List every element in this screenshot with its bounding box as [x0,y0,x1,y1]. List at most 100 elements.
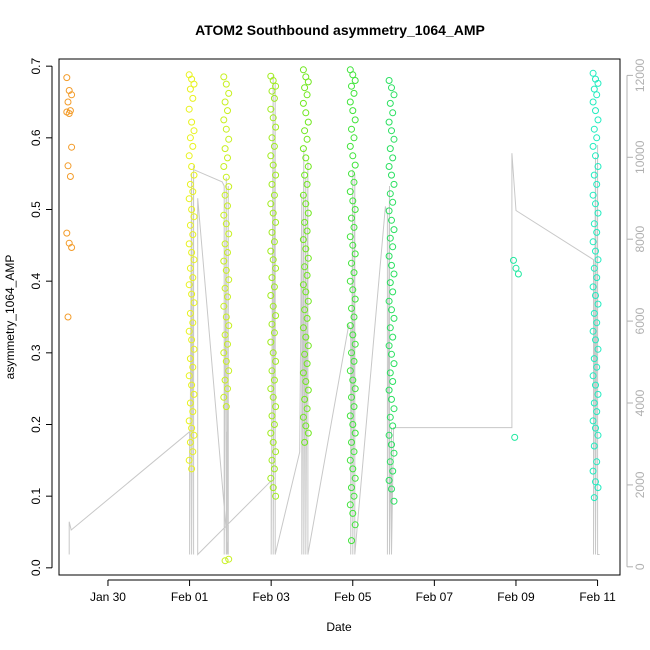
data-point [390,497,398,505]
data-point [349,286,357,294]
data-point [185,456,193,464]
data-point [190,299,198,307]
data-point [272,123,280,131]
data-point [510,256,517,264]
data-point [386,369,394,377]
data-point [186,85,194,93]
data-point [301,395,309,403]
data-point [190,171,198,179]
data-point [301,350,309,358]
data-point [348,170,355,178]
data-point [272,403,280,411]
data-point [185,105,193,113]
y-tick-label: 0.7 [29,58,43,75]
data-point [346,501,354,509]
data-point [64,313,72,321]
data-point [301,127,309,135]
x-tick-label: Feb 07 [416,590,454,604]
data-point [299,145,307,153]
data-point [269,349,277,357]
data-point [267,474,275,482]
data-point [301,263,309,271]
data-point [272,448,280,456]
data-point [303,180,311,188]
data-point [593,319,601,327]
data-point [348,438,355,446]
data-point [304,118,312,126]
data-point [350,269,358,277]
data-point [385,297,393,305]
data-point [301,306,309,314]
data-point [349,107,357,115]
data-point [346,412,354,420]
data-point [269,77,277,84]
data-point [269,114,277,122]
y-tick-label: 0.0 [29,559,43,576]
data-point [224,293,231,301]
right-axis: 0 2000 4000 6000 8000 10000 12000 [626,58,647,570]
data-point [350,492,358,500]
data-point [594,484,602,492]
data-point [349,376,357,384]
data-point [268,456,276,464]
data-point [386,413,394,421]
data-point [186,180,194,188]
data-point [221,145,229,153]
data-point [268,180,276,188]
data-point [350,357,358,365]
data-point [349,152,357,160]
data-point [351,116,359,124]
points-layer [63,66,602,565]
data-point [185,327,193,335]
data-point [386,324,394,332]
x-tick-label: Feb 05 [334,590,372,604]
right-axis-tick-label: 2000 [633,471,647,498]
data-point [351,250,359,258]
data-point [268,228,276,236]
data-point [385,207,393,215]
data-point [186,221,194,229]
data-point [68,91,76,99]
data-point [221,98,229,106]
right-axis-tick-label: 6000 [633,307,647,334]
data-point [512,264,520,272]
data-point [268,367,276,375]
data-point [299,369,307,377]
data-point [269,393,277,401]
data-point [224,202,231,210]
data-point [299,236,307,244]
data-point [222,313,230,321]
data-point [388,84,395,92]
data-point [592,200,599,208]
data-point [190,213,198,221]
data-point [220,349,228,357]
data-point [590,399,598,407]
data-point [64,162,72,170]
data-point [304,429,312,437]
data-point [304,297,312,305]
data-point [346,277,354,285]
data-point [589,467,597,475]
data-point [63,229,71,237]
data-point [299,324,307,332]
data-point [389,154,397,162]
data-point [389,109,397,117]
data-point [185,195,193,203]
data-point [511,433,519,441]
data-point [346,456,354,464]
data-point [220,393,228,401]
data-point [225,322,233,330]
data-point [388,306,395,314]
y-tick-label: 0.2 [29,416,43,433]
data-point [386,234,394,242]
data-point [269,302,277,310]
data-point [190,431,198,439]
data-point [224,340,231,348]
data-point [185,281,193,289]
data-point [590,220,598,228]
data-point [351,474,359,482]
data-point [221,331,229,339]
data-point [390,449,398,457]
data-point [351,429,359,437]
